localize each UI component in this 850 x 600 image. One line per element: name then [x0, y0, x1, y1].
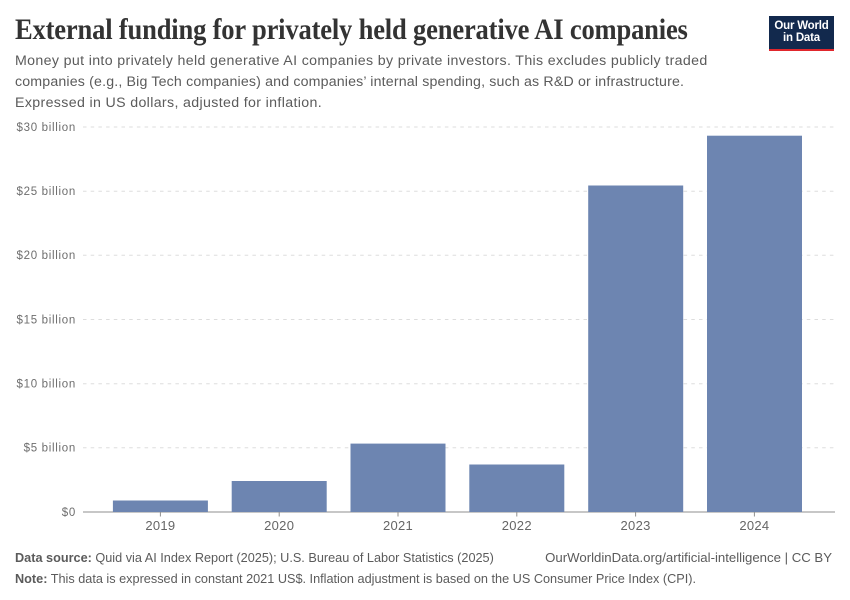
svg-text:$25 billion: $25 billion [17, 186, 77, 198]
svg-text:2022: 2022 [502, 518, 532, 533]
svg-text:$0: $0 [62, 507, 76, 519]
svg-text:$10 billion: $10 billion [17, 379, 77, 391]
svg-text:2020: 2020 [264, 518, 294, 533]
svg-text:2024: 2024 [739, 518, 769, 533]
svg-text:$20 billion: $20 billion [17, 250, 77, 262]
svg-text:$30 billion: $30 billion [17, 122, 77, 134]
svg-text:2023: 2023 [621, 518, 651, 533]
svg-text:$5 billion: $5 billion [24, 443, 76, 455]
svg-text:2021: 2021 [383, 518, 413, 533]
svg-text:2019: 2019 [145, 518, 175, 533]
svg-text:$15 billion: $15 billion [17, 314, 77, 326]
